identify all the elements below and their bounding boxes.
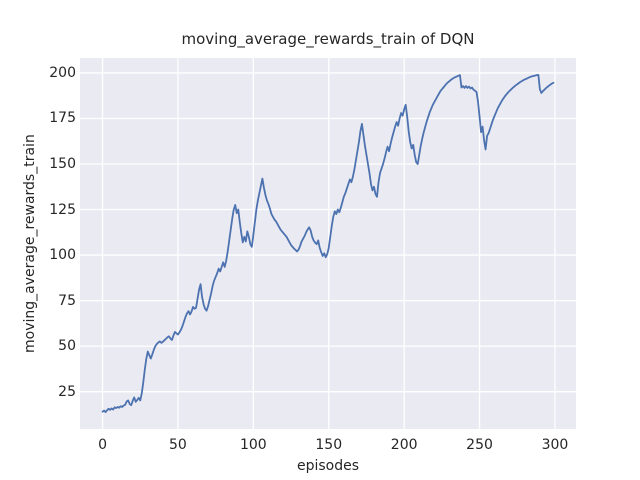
- y-tick-label: 150: [49, 156, 76, 172]
- x-tick-label: 0: [98, 437, 107, 453]
- x-tick-label: 250: [466, 437, 493, 453]
- plot-background: [80, 58, 576, 429]
- y-tick-label: 25: [58, 383, 76, 400]
- chart-title: moving_average_rewards_train of DQN: [181, 30, 475, 48]
- x-axis-label: episodes: [296, 458, 360, 474]
- y-tick-label: 200: [49, 64, 76, 81]
- y-tick-label: 175: [49, 110, 76, 127]
- y-tick-label: 100: [49, 247, 76, 264]
- x-tick-label: 100: [239, 437, 267, 453]
- x-tick-label: 200: [390, 437, 418, 453]
- chart-svg: [80, 58, 576, 429]
- x-tick-label: 300: [541, 437, 569, 453]
- x-tick-label: 50: [169, 437, 187, 453]
- y-tick-label: 125: [49, 201, 76, 218]
- y-tick-label: 50: [58, 338, 76, 355]
- series-line-dqn: [101, 74, 555, 413]
- y-tick-label: 75: [58, 292, 76, 309]
- plot-area: [80, 58, 576, 429]
- y-axis-label: moving_average_rewards_train: [22, 134, 38, 353]
- x-tick-label: 150: [315, 437, 343, 453]
